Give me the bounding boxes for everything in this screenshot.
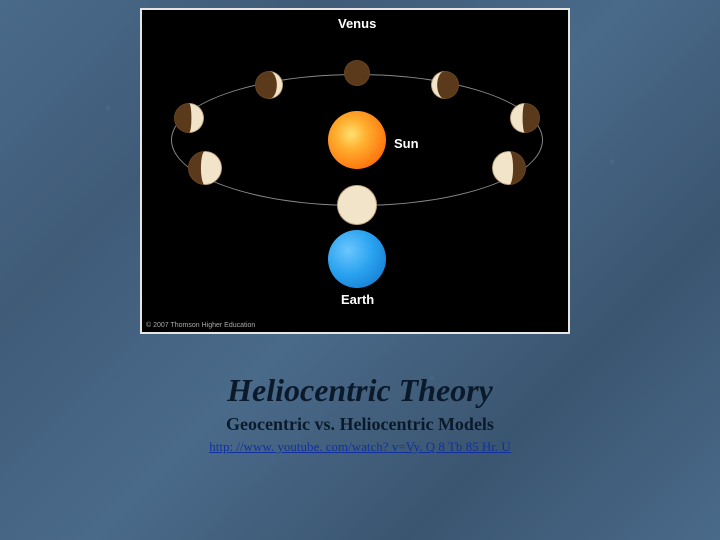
video-link[interactable]: http: //www. youtube. com/watch? v=Vy. Q… xyxy=(209,439,510,454)
venus-phase-icon xyxy=(174,103,204,133)
slide-title: Heliocentric Theory xyxy=(0,372,720,409)
venus-phase-icon xyxy=(492,151,526,185)
venus-label: Venus xyxy=(338,16,376,31)
video-link-row: http: //www. youtube. com/watch? v=Vy. Q… xyxy=(0,438,720,456)
diagram-canvas: Sun Venus Earth © 2007 Thomson Higher Ed… xyxy=(142,10,568,332)
sun-label: Sun xyxy=(394,136,419,151)
slide-subtitle: Geocentric vs. Heliocentric Models xyxy=(0,414,720,435)
venus-phase-icon xyxy=(188,151,222,185)
venus-phase-icon xyxy=(510,103,540,133)
copyright-text: © 2007 Thomson Higher Education xyxy=(146,322,255,329)
venus-phase-icon xyxy=(255,71,283,99)
diagram-frame: Sun Venus Earth © 2007 Thomson Higher Ed… xyxy=(140,8,570,334)
venus-phase-icon xyxy=(431,71,459,99)
earth-label: Earth xyxy=(341,292,374,307)
venus-phase-icon xyxy=(344,60,370,86)
venus-phase-icon xyxy=(337,185,377,225)
earth-icon xyxy=(328,230,386,288)
sun-icon xyxy=(328,111,386,169)
